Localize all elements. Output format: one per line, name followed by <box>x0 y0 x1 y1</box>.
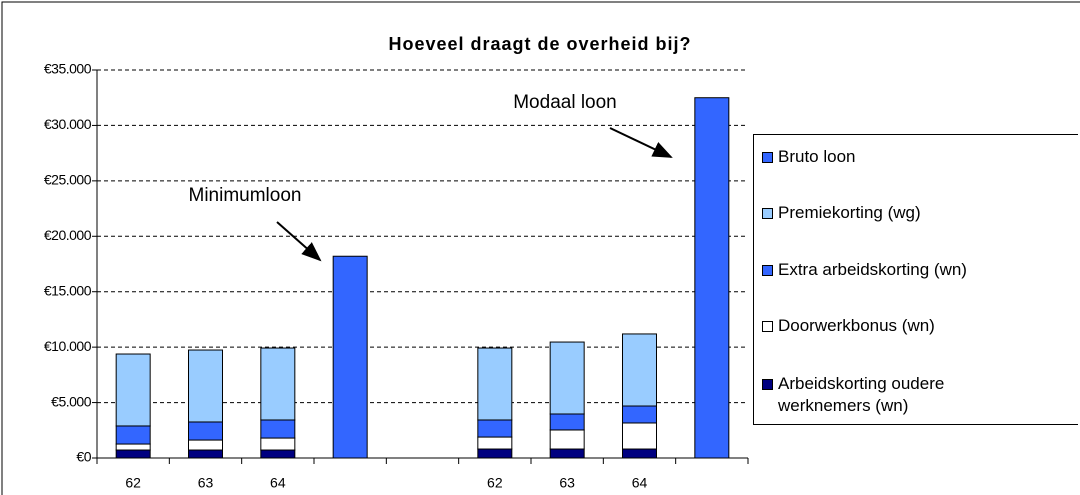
bar-segment <box>115 425 151 445</box>
bar-segment <box>332 255 368 459</box>
x-tick-label: 62 <box>487 475 503 491</box>
legend-swatch <box>762 208 773 219</box>
bar-segment <box>188 449 223 459</box>
y-tick-label: €20.000 <box>44 227 92 243</box>
legend-label: Arbeidskorting oudere werknemers (wn) <box>778 374 945 415</box>
legend-swatch <box>762 265 773 276</box>
bar-segment <box>477 347 513 421</box>
annotation: Modaal loon <box>513 92 617 113</box>
bar-segment <box>477 419 513 438</box>
legend-item: Premiekorting (wg) <box>762 202 1080 224</box>
bar-segment <box>260 419 296 439</box>
bar-segment <box>549 448 585 459</box>
x-tick-label: 63 <box>198 475 214 491</box>
y-tick-label: €10.000 <box>44 338 92 354</box>
bar-segment <box>188 349 223 423</box>
bar-segment <box>260 347 296 421</box>
bar-segment <box>549 413 585 431</box>
legend: Bruto loon Premiekorting (wg) Extra arbeid… <box>753 134 1078 425</box>
legend-item: Doorwerkbonus (wn) <box>762 315 1080 337</box>
bar-segment <box>188 439 223 451</box>
legend-swatch <box>762 379 773 390</box>
y-tick-label: €5.000 <box>51 393 92 409</box>
chart-title: Hoeveel draagt de overheid bij? <box>388 34 691 54</box>
x-tick-label: 62 <box>125 475 141 491</box>
annotation: Minimumloon <box>189 185 302 206</box>
bar-segment <box>260 437 296 451</box>
bar-segment <box>549 341 585 415</box>
legend-item: Arbeidskorting oudere werknemers (wn) <box>762 373 1080 417</box>
bar-segment <box>622 448 657 459</box>
legend-swatch <box>762 321 773 332</box>
legend-item: Bruto loon <box>762 146 1080 168</box>
x-tick-label: 64 <box>632 475 648 491</box>
legend-label: Extra arbeidskorting (wn) <box>778 260 967 279</box>
legend-label: Bruto loon <box>778 147 856 166</box>
annotation-arrow <box>276 221 322 262</box>
y-tick-label: €0 <box>76 449 91 465</box>
legend-label: Doorwerkbonus (wn) <box>778 316 935 335</box>
bar-segment <box>188 421 223 441</box>
bar-segment <box>622 333 657 407</box>
bar-segment <box>622 422 657 450</box>
legend-label: Premiekorting (wg) <box>778 203 921 222</box>
bar-segment <box>549 429 585 450</box>
y-tick-label: €15.000 <box>44 282 92 298</box>
bar-segment <box>115 353 151 427</box>
y-tick-label: €35.000 <box>44 61 92 77</box>
bar-segment <box>115 443 151 451</box>
legend-item: Extra arbeidskorting (wn) <box>762 259 1080 281</box>
legend-swatch <box>762 152 773 163</box>
bar-segment <box>260 449 296 459</box>
y-tick-label: €30.000 <box>44 116 92 132</box>
bar-segment <box>477 436 513 450</box>
annotation-arrow <box>609 127 673 158</box>
y-tick-label: €25.000 <box>44 172 92 188</box>
x-tick-label: 63 <box>559 475 575 491</box>
x-tick-label: 64 <box>270 475 286 491</box>
bar-segment <box>477 448 513 459</box>
bar-segment <box>694 97 730 459</box>
bar-segment <box>622 405 657 424</box>
bar-segment <box>115 449 151 459</box>
